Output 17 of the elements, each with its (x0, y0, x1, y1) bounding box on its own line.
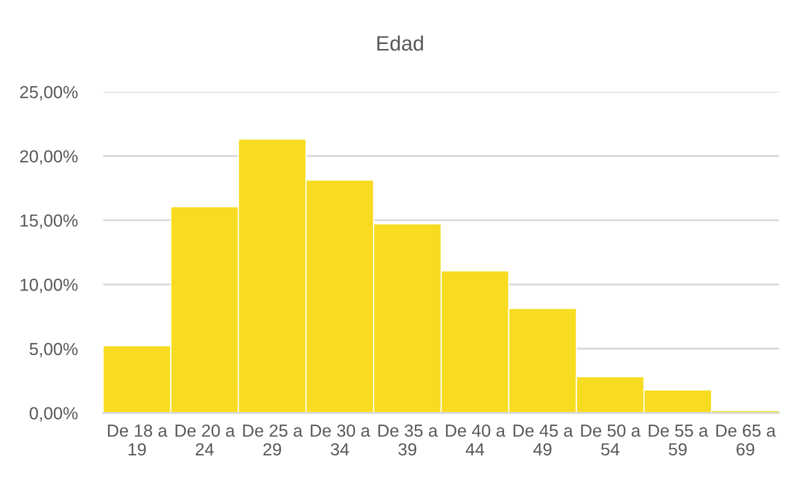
y-tick-label: 25,00% (20, 86, 78, 100)
x-tick-label: De 30 a 34 (310, 424, 370, 456)
x-tick-label: De 18 a 19 (108, 424, 168, 456)
y-tick-label: 15,00% (20, 214, 78, 229)
x-tick-label: De 50 a 54 (581, 424, 641, 456)
x-tick-label: De 55 a 59 (648, 424, 708, 456)
y-tick-label: 10,00% (20, 278, 78, 293)
chart-title: Edad (377, 35, 423, 51)
y-tick-label: 5,00% (30, 342, 78, 358)
y-tick-label: 20,00% (20, 150, 78, 165)
x-tick-label: De 40 a 44 (446, 424, 506, 456)
x-tick-label: De 25 a 29 (243, 424, 303, 456)
x-tick-label: De 20 a 24 (176, 424, 236, 456)
x-tick-label: De 35 a 39 (378, 424, 438, 456)
x-tick-label: De 65 a 69 (716, 424, 776, 456)
y-tick-label: 0,00% (30, 407, 78, 422)
x-tick-label: De 45 a 49 (514, 424, 574, 456)
